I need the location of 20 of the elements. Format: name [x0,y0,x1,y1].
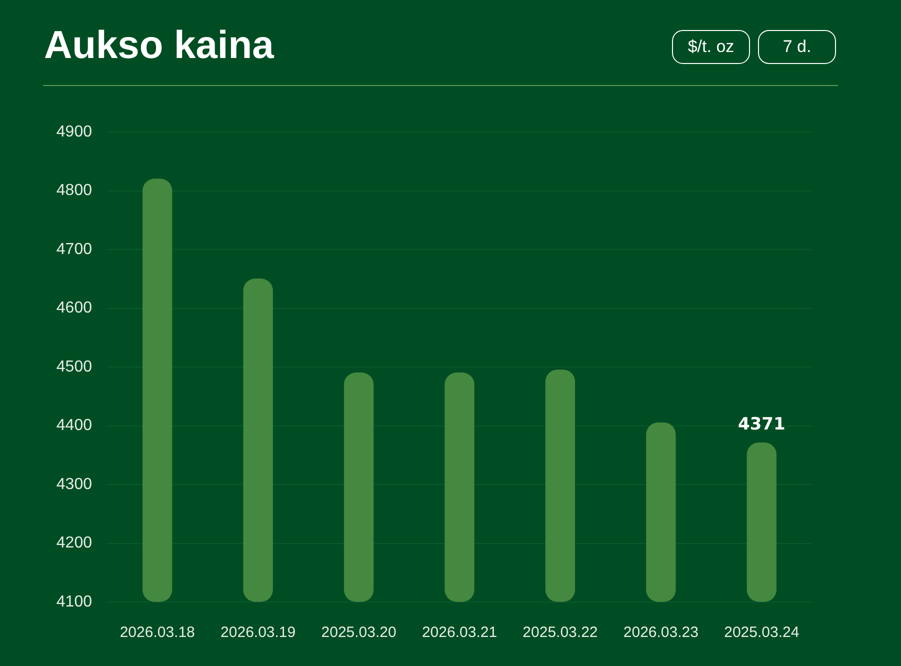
data-label: 4371 [738,414,786,435]
y-tick-label: 4500 [56,358,92,376]
y-tick-label: 4300 [56,476,92,493]
y-tick-label: 4900 [56,123,92,140]
toggle-button[interactable]: $/t. oz [672,30,750,64]
y-tick-label: 4800 [56,182,92,200]
x-tick-label: 2025.03.22 [522,624,598,642]
x-tick-label: 2026.03.21 [422,624,498,642]
x-tick-label: 2026.03.18 [120,624,195,642]
y-tick-label: 4400 [56,417,92,434]
toggle-button[interactable]: 7 d. [758,30,836,64]
x-tick-label: 2026.03.19 [220,624,296,642]
y-tick-label: 4200 [56,534,92,552]
x-tick-label: 2025.03.20 [321,624,396,642]
y-tick-label: 4100 [56,593,92,610]
y-tick-label: 4600 [56,300,92,317]
x-tick-label: 2025.03.24 [724,624,800,642]
chart-title: Aukso kaina [44,23,274,69]
x-tick-label: 2026.03.23 [623,624,698,642]
y-tick-label: 4700 [56,240,92,258]
